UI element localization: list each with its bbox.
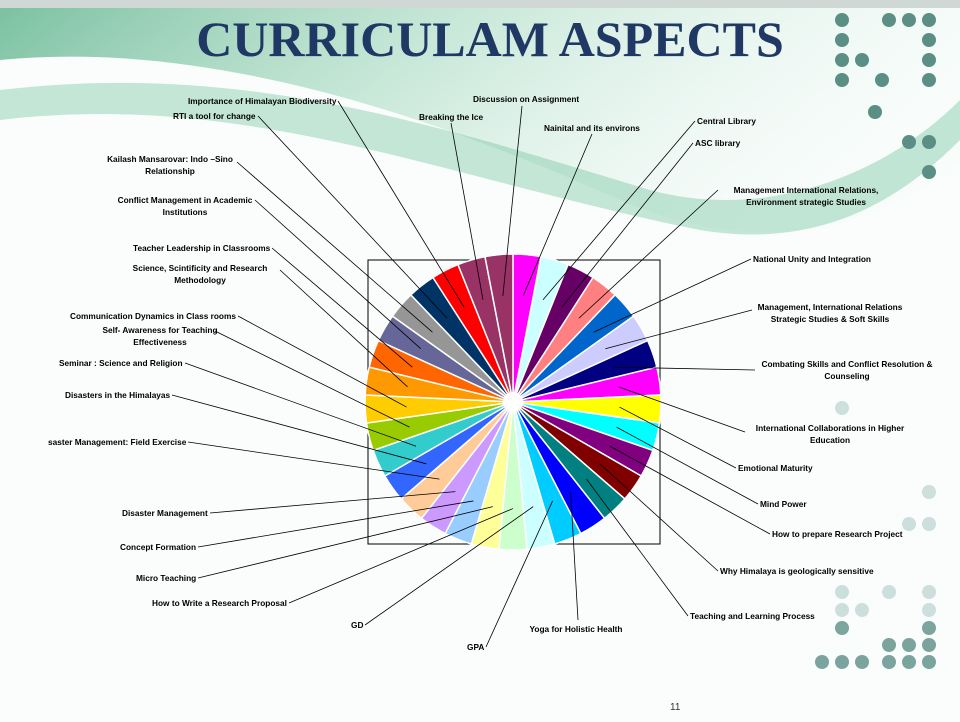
leader-line <box>279 269 408 388</box>
page-number: 11 <box>670 702 681 713</box>
slice-label: Combating Skills and Conflict Resolution… <box>761 359 933 381</box>
leader-line <box>619 406 737 469</box>
slice-label: Mind Power <box>760 499 807 509</box>
slice-label: GPA <box>467 642 485 652</box>
decor-dots <box>835 13 936 179</box>
leader-line <box>605 309 753 350</box>
pie-slice <box>484 253 514 403</box>
slice-label: Seminar : Science and Religion <box>59 358 183 368</box>
slice-label: Breaking the Ice <box>419 112 484 122</box>
slice-label: Why Himalaya is geologically sensitive <box>720 566 874 576</box>
slice-label: Importance of Himalayan Biodiversity <box>188 96 337 106</box>
slide-title: CURRICULAM ASPECTS <box>196 11 784 67</box>
leader-line <box>271 247 413 368</box>
slice-label: Yoga for Holistic Health <box>529 624 623 634</box>
leader-line <box>578 189 719 319</box>
slice-label: Concept Formation <box>120 542 197 552</box>
leader-line <box>618 386 746 433</box>
leader-line <box>542 120 696 301</box>
leader-line <box>209 491 456 514</box>
leader-line <box>197 506 493 579</box>
slice-label: Science, Scintificity and Research Metho… <box>132 263 268 285</box>
leader-line <box>570 491 579 621</box>
leader-line <box>257 115 448 319</box>
leader-line <box>171 394 427 465</box>
slice-label: Micro Teaching <box>136 573 197 583</box>
slice-label: Kailash Mansarovar: Indo –Sino Relations… <box>107 154 233 176</box>
slice-label: saster Management: Field Exercise <box>48 437 187 447</box>
slice-label: Self- Awareness for Teaching Effectivene… <box>102 325 218 347</box>
leader-line <box>254 199 421 350</box>
slice-label: Nainital and its environs <box>544 123 640 133</box>
leader-line <box>599 463 719 572</box>
slice-label: Disaster Management <box>122 508 208 518</box>
leader-line <box>288 508 514 604</box>
leader-line <box>609 445 771 535</box>
slice-label: Management, International Relations Stra… <box>757 302 903 324</box>
slice-label: ASC library <box>695 138 741 148</box>
slice-label: Conflict Management in Academic Institut… <box>117 195 253 217</box>
leader-line <box>593 258 752 333</box>
slice-label: Communication Dynamics in Class rooms <box>70 311 236 321</box>
slice-label: Discussion on Assignment <box>473 94 580 104</box>
leader-line <box>364 506 534 626</box>
leader-line <box>187 441 440 480</box>
slice-label: Teaching and Learning Process <box>690 611 815 621</box>
leader-line <box>197 500 474 548</box>
leader-line <box>214 330 410 428</box>
leader-line <box>237 315 407 408</box>
leader-line <box>613 366 756 371</box>
leader-line <box>522 133 593 297</box>
leader-line <box>337 100 465 308</box>
slice-label: Emotional Maturity <box>738 463 813 473</box>
slice-label: Management International Relations, Envi… <box>733 185 879 207</box>
slice-label: How to prepare Research Project <box>772 529 903 539</box>
leader-line <box>184 362 417 447</box>
pie-hole <box>503 392 523 412</box>
slice-label: Teacher Leadership in Classrooms <box>133 243 271 253</box>
slice-label: How to Write a Research Proposal <box>152 598 287 608</box>
leader-line <box>502 105 523 296</box>
slice-label: Disasters in the Himalayas <box>65 390 171 400</box>
leader-line <box>450 122 484 300</box>
slice-label: GD <box>351 620 364 630</box>
slice-label: International Collaborations in Higher E… <box>755 423 905 445</box>
leader-line <box>616 426 759 505</box>
slice-label: Central Library <box>697 116 757 126</box>
leader-line <box>561 142 694 308</box>
leader-line <box>236 161 433 333</box>
leader-line <box>485 500 553 648</box>
slice-label: RTI a tool for change <box>173 111 256 121</box>
slice-label: National Unity and Integration <box>753 254 872 264</box>
leader-line <box>586 478 689 617</box>
